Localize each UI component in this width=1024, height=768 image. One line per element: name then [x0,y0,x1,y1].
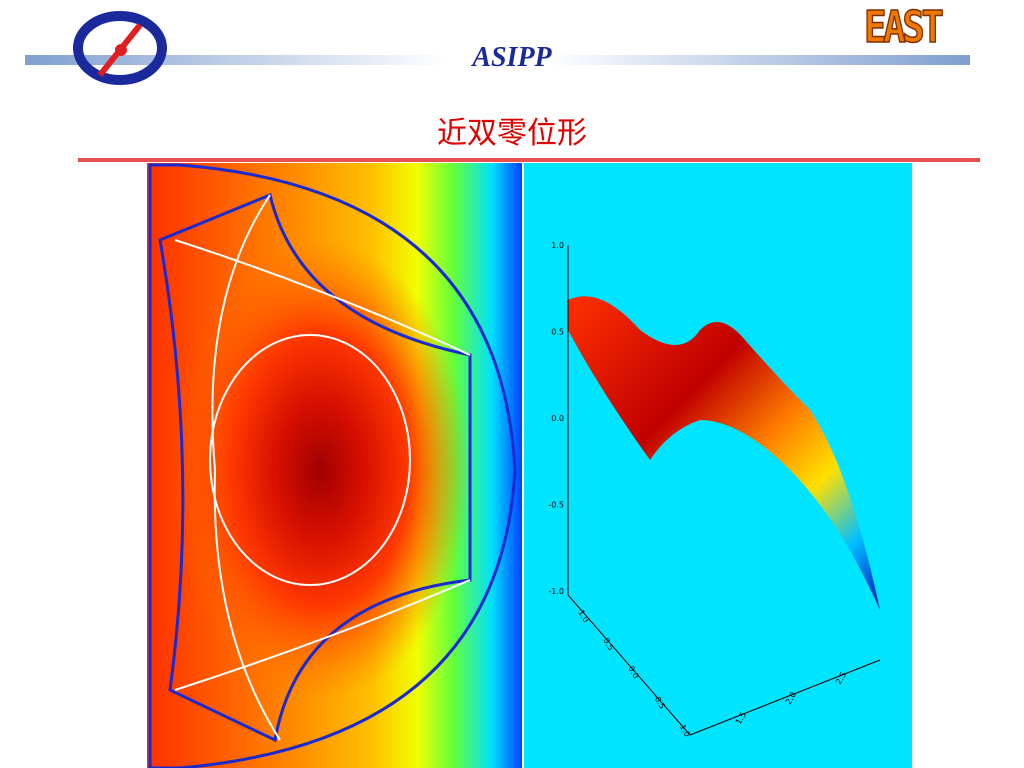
z-tick-label: 0.0 [551,414,564,423]
logo-text: EAST [863,1,944,54]
z-tick-label: -1.0 [548,587,564,596]
org-name: ASIPP [472,42,552,73]
contour-plot [147,163,522,768]
z-tick-label: -0.5 [548,501,564,510]
slide-title: 近双零位形 [437,116,587,151]
z-tick-label: 1.0 [551,241,564,250]
surface-plot [524,163,912,768]
z-tick-label: 0.5 [551,328,564,337]
